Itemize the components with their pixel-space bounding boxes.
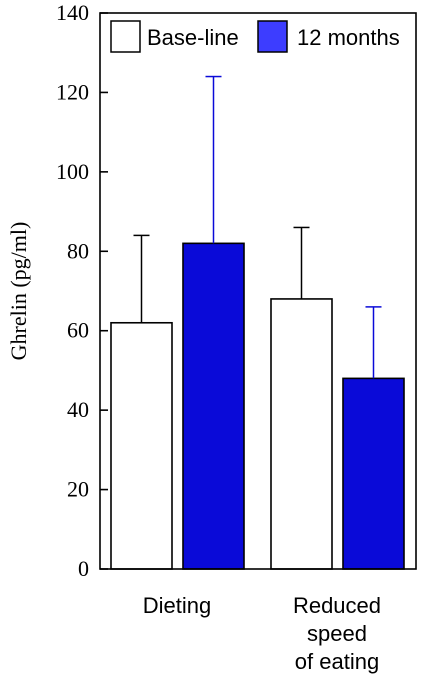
legend-swatch-12-months	[257, 20, 288, 53]
y-tick-label-2: 40	[67, 397, 89, 422]
y-tick-label-6: 120	[56, 79, 89, 104]
legend-label-baseline: Base-line	[147, 25, 239, 50]
legend: Base-line 12 months	[110, 20, 400, 53]
x-category-label-line: of eating	[295, 649, 379, 674]
y-tick-label-4: 80	[67, 238, 89, 263]
legend-label-12-months: 12 months	[297, 25, 400, 50]
bar-baseline-1	[270, 298, 333, 570]
bar-baseline-0	[110, 321, 173, 570]
x-category-label-0: Dieting	[143, 593, 211, 618]
x-category-label-line: Reduced	[293, 593, 381, 618]
y-tick-label-0: 0	[78, 556, 89, 581]
error-bars-layer	[133, 75, 382, 379]
axes-layer	[99, 12, 417, 570]
x-category-labels: Dieting Reduced speed of eating	[143, 593, 381, 674]
bars-layer	[110, 242, 405, 570]
y-tick-label-5: 100	[56, 159, 89, 184]
y-tick-label-7: 140	[56, 0, 89, 25]
x-category-label-line: Dieting	[143, 593, 211, 618]
x-category-label-1: Reduced speed of eating	[293, 593, 381, 674]
legend-swatch-baseline	[110, 20, 141, 53]
y-axis-title: Ghrelin (pg/ml)	[6, 222, 31, 361]
y-tick-label-3: 60	[67, 318, 89, 343]
y-ticks-layer: 0 20 40 60 80 100 120 140	[56, 0, 108, 581]
y-tick-label-1: 20	[67, 477, 89, 502]
x-category-label-line: speed	[307, 621, 367, 646]
bar-12-months-1	[342, 377, 405, 570]
plot-frame	[99, 12, 417, 570]
bar-12-months-0	[182, 242, 245, 570]
